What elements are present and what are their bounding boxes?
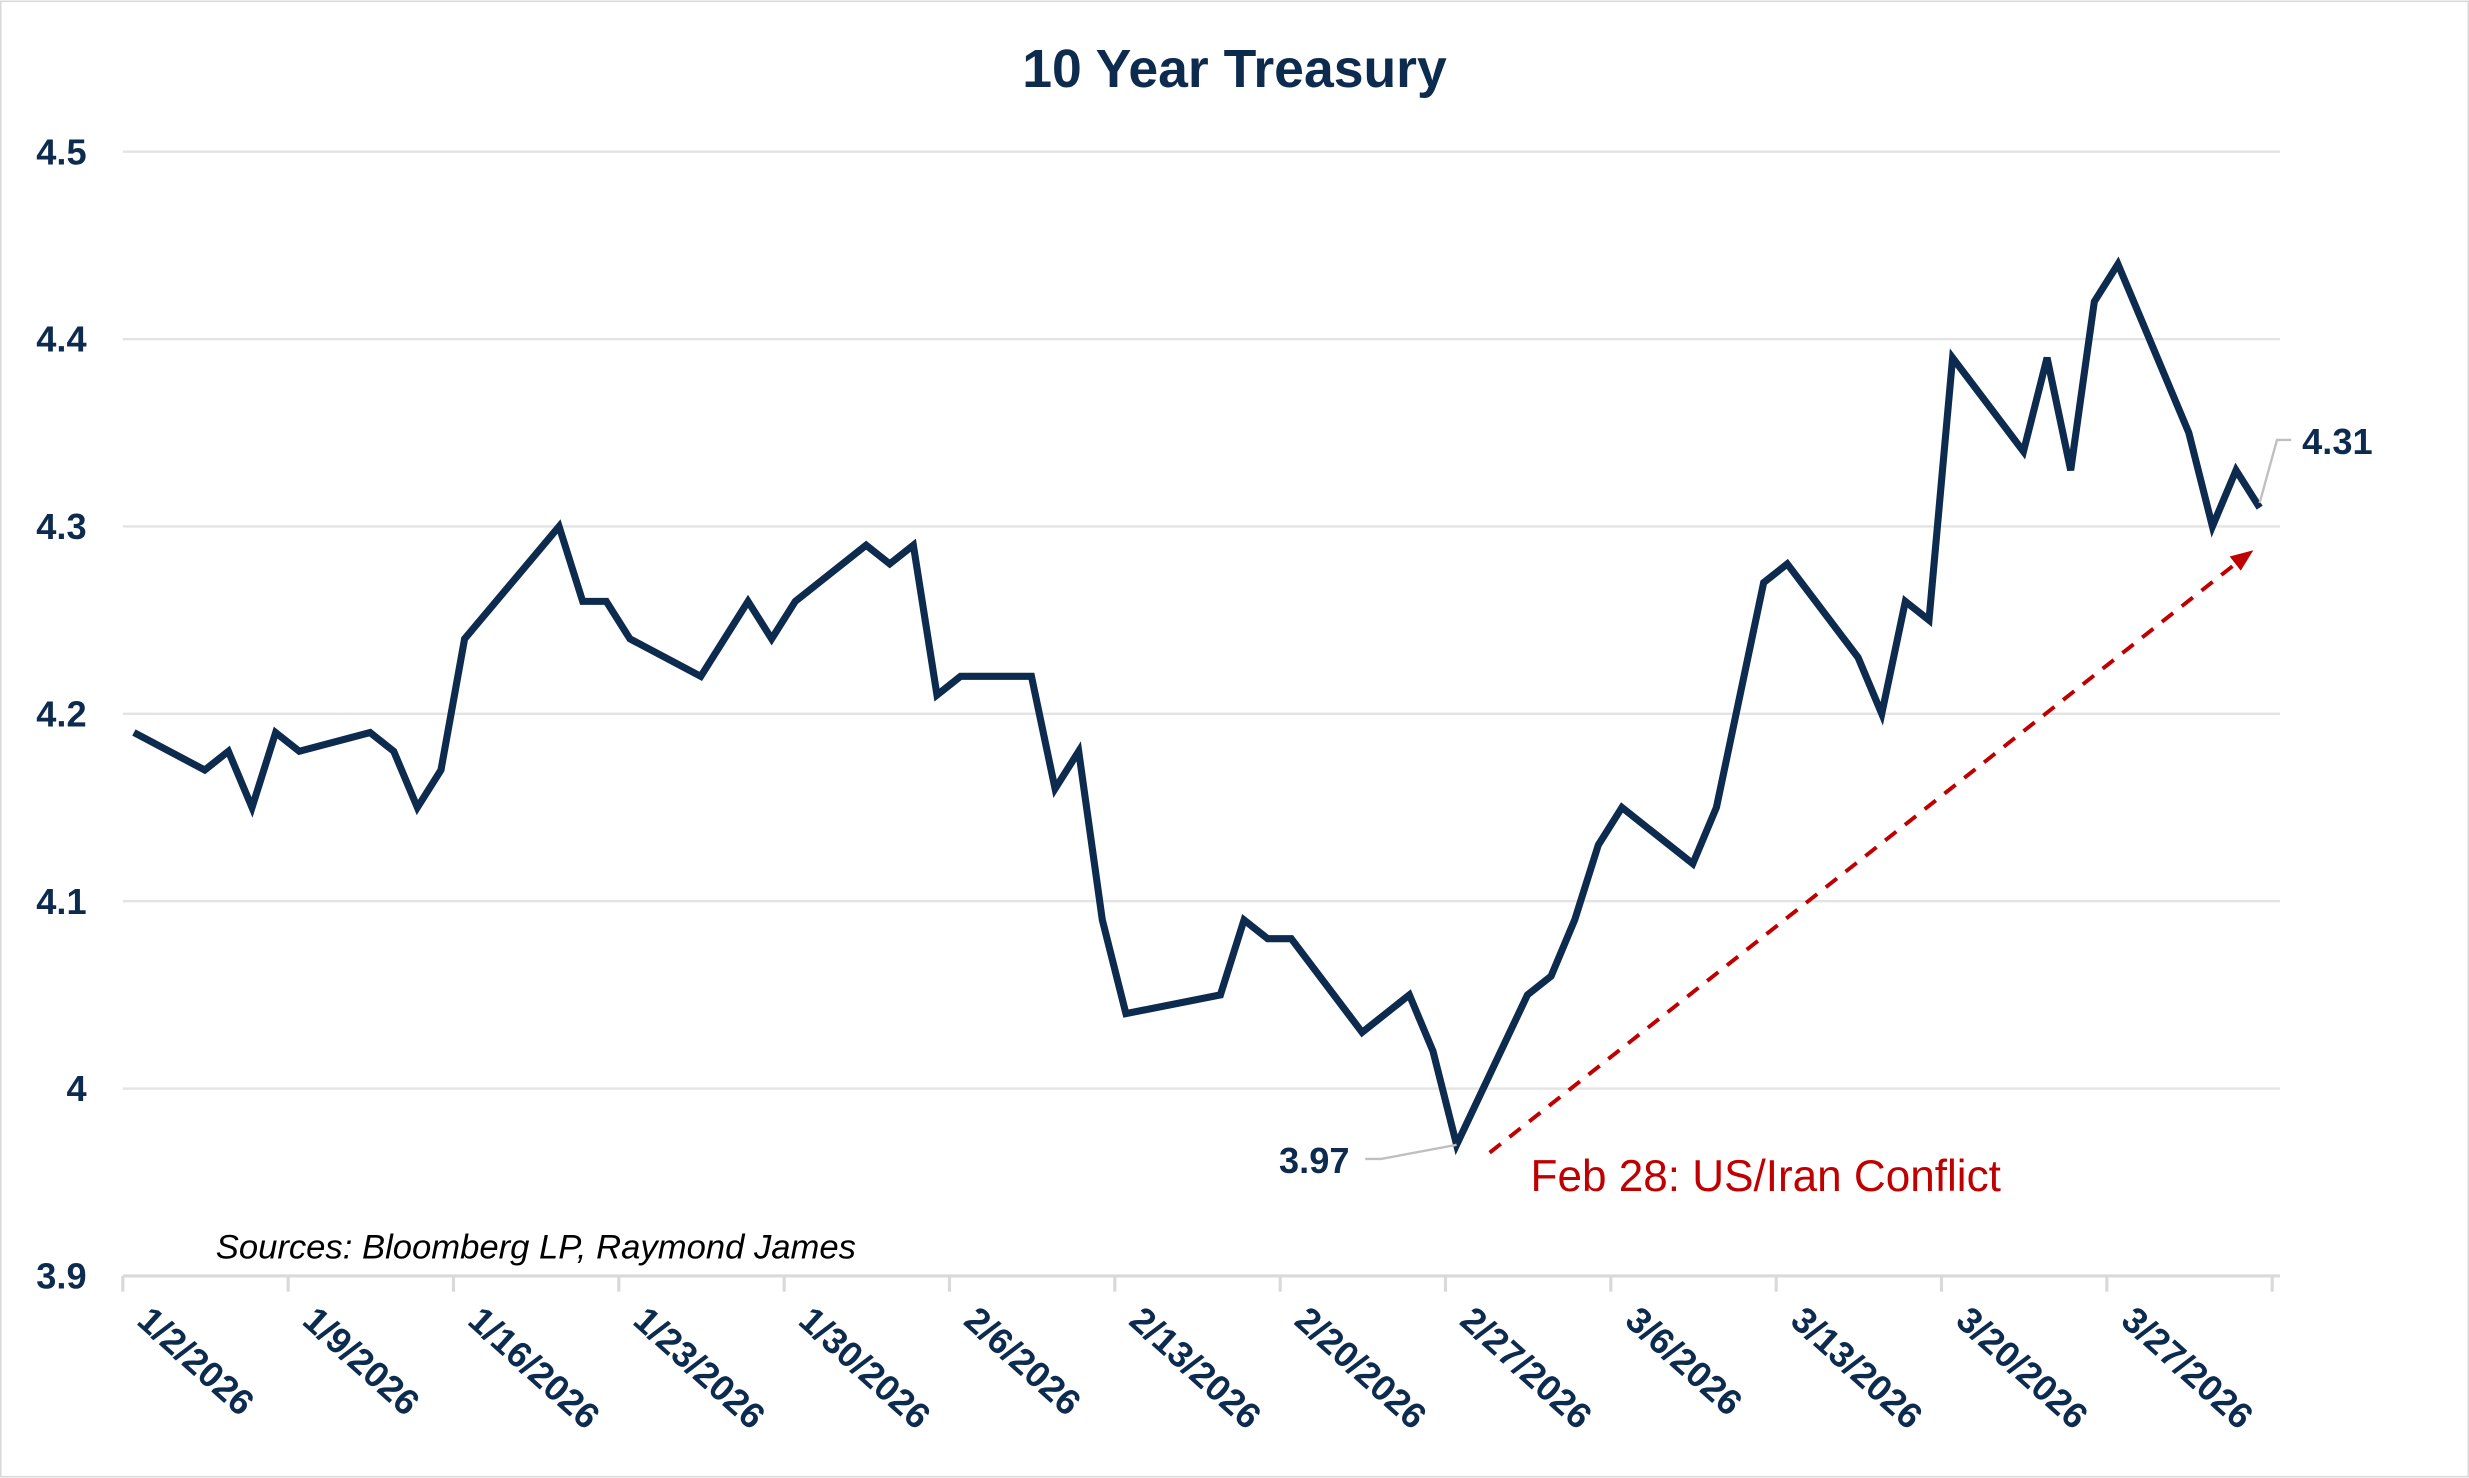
min-leader-line (1365, 1143, 1457, 1161)
event-trend-arrow (1488, 558, 2242, 1155)
source-note: Sources: Bloomberg LP, Raymond James (216, 1229, 856, 1267)
arrowhead-icon (2229, 550, 2254, 571)
last-value-label: 4.31 (2302, 421, 2372, 462)
y-tick-label: 4.1 (36, 881, 86, 922)
y-tick-label: 4.3 (36, 506, 86, 547)
event-label: Feb 28: US/Iran Conflict (1531, 1152, 2001, 1201)
chart-title: 10 Year Treasury (1022, 40, 1447, 99)
y-tick-label: 3.9 (36, 1256, 86, 1297)
min-value-label: 3.97 (1279, 1140, 1349, 1181)
last-leader-line (2258, 438, 2292, 504)
y-tick-label: 4.2 (36, 693, 86, 734)
y-tick-label: 4.4 (36, 319, 86, 360)
y-tick-label: 4 (66, 1068, 86, 1109)
y-tick-label: 4.5 (36, 131, 86, 172)
